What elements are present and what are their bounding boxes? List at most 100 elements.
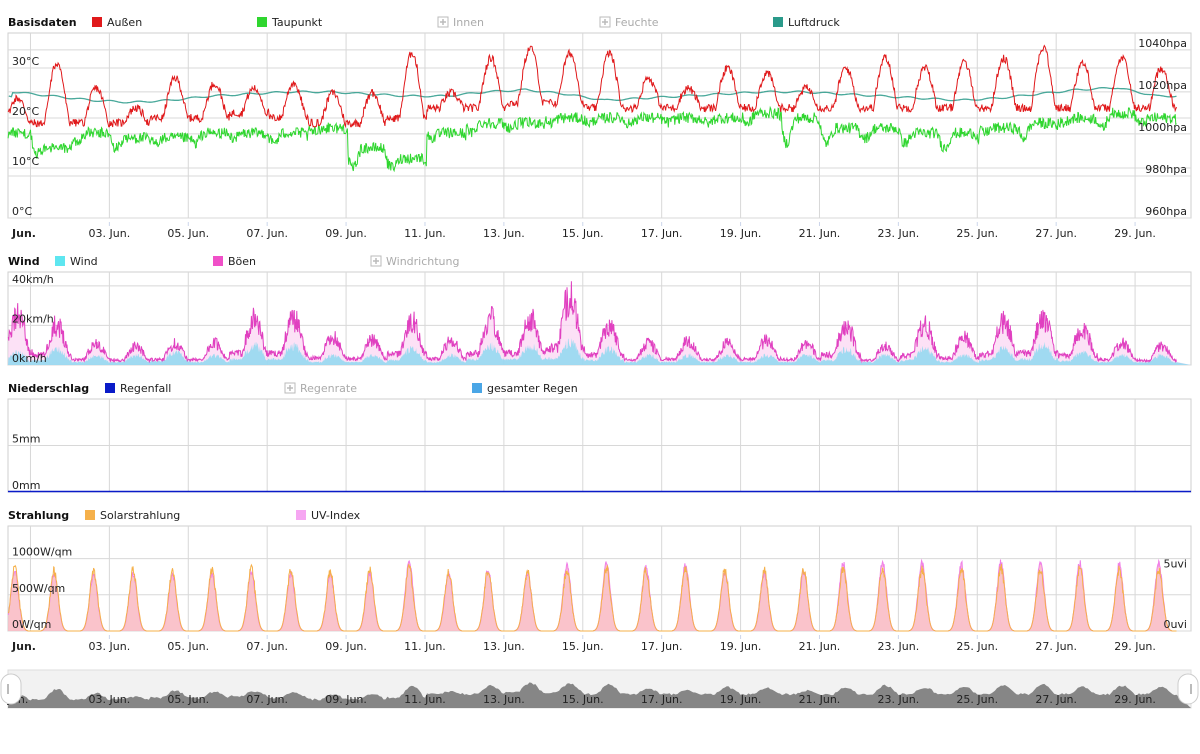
b-en-swatch — [213, 256, 223, 266]
strahlung-y-left-axis: 1000W/qm 500W/qm 0W/qm — [12, 546, 72, 631]
legend-item-uv-index[interactable]: UV-Index — [296, 509, 361, 522]
navigator-left-handle-body[interactable] — [0, 673, 22, 705]
solarstrahlung-swatch — [85, 510, 95, 520]
au-en-swatch — [92, 17, 102, 27]
strahlung-series — [7, 558, 1191, 632]
taupunkt-line — [7, 105, 1177, 173]
uv-index-swatch — [296, 510, 306, 520]
legend-item-luftdruck[interactable]: Luftdruck — [773, 16, 840, 29]
navigator-x-tick: 09. Jun. — [325, 693, 367, 706]
navigator-x-tick: 17. Jun. — [641, 693, 683, 706]
wind-area — [8, 338, 1191, 365]
legend-item-windrichtung[interactable]: Windrichtung — [370, 255, 459, 268]
x-tick: 27. Jun. — [1035, 640, 1077, 653]
feuchte-label: Feuchte — [615, 16, 659, 29]
wind-series — [7, 281, 1191, 365]
y-left-tick: 10°C — [12, 155, 39, 168]
navigator-right-handle-body[interactable] — [1177, 673, 1199, 705]
x-tick: 03. Jun. — [89, 227, 131, 240]
y-right-tick: 980hpa — [1145, 163, 1187, 176]
windrichtung-plus-icon — [373, 258, 379, 264]
x-tick: 13. Jun. — [483, 640, 525, 653]
taupunkt-swatch — [257, 17, 267, 27]
luftdruck-line — [8, 86, 1177, 104]
legend-item-feuchte[interactable]: Feuchte — [599, 16, 659, 29]
legend-item-au-en[interactable]: Außen — [92, 16, 142, 29]
navigator-x-tick: 19. Jun. — [720, 693, 762, 706]
taupunkt-label: Taupunkt — [271, 16, 323, 29]
x-tick: 15. Jun. — [562, 227, 604, 240]
navigator-x-tick: 13. Jun. — [483, 693, 525, 706]
gesamter-regen-swatch — [472, 383, 482, 393]
legend-item-solarstrahlung[interactable]: Solarstrahlung — [85, 509, 180, 522]
x-tick: Jun. — [11, 227, 36, 240]
windrichtung-label: Windrichtung — [386, 255, 459, 268]
x-tick: 13. Jun. — [483, 227, 525, 240]
y-left-tick: 20°C — [12, 105, 39, 118]
navigator-right-handle[interactable] — [1177, 673, 1199, 705]
x-tick: 21. Jun. — [799, 227, 841, 240]
luftdruck-label: Luftdruck — [788, 16, 840, 29]
wind-y-left-axis: 40km/h 20km/h 0km/h — [12, 273, 54, 365]
y-left-tick: 0mm — [12, 479, 40, 492]
strahlung-x-axis: Jun. 03. Jun. 05. Jun. 07. Jun. 09. Jun. 11. … — [11, 635, 1156, 653]
basisdaten-grid — [8, 33, 1191, 219]
legend-item-b-en[interactable]: Böen — [213, 255, 256, 268]
regenrate-plus-icon — [287, 385, 293, 391]
navigator-x-tick: 29. Jun. — [1114, 693, 1156, 706]
innen-label: Innen — [453, 16, 484, 29]
x-tick: 23. Jun. — [878, 227, 920, 240]
navigator-x-tick: 21. Jun. — [799, 693, 841, 706]
basisdaten-legend: Außen Taupunkt Innen Feuchte Luftdruck — [92, 16, 840, 29]
uv-index-label: UV-Index — [311, 509, 361, 522]
navigator[interactable]: Jun.03. Jun.05. Jun.07. Jun.09. Jun.11. … — [0, 669, 1199, 709]
x-tick: 29. Jun. — [1114, 227, 1156, 240]
x-tick: 21. Jun. — [799, 640, 841, 653]
navigator-area — [8, 682, 1191, 708]
basisdaten-panel: Basisdaten Außen Taupunkt Innen Feuchte Luft… — [7, 16, 1192, 240]
y-left-tick: 30°C — [12, 55, 39, 68]
legend-item-innen[interactable]: Innen — [437, 16, 484, 29]
y-left-tick: 0°C — [12, 205, 32, 218]
x-tick: 05. Jun. — [167, 227, 209, 240]
legend-item-regenrate[interactable]: Regenrate — [284, 382, 357, 395]
y-left-tick: 20km/h — [12, 312, 54, 325]
basisdaten-series — [7, 44, 1177, 173]
boeen-area — [8, 281, 1191, 365]
y-left-tick: 1000W/qm — [12, 546, 72, 559]
regenrate-label: Regenrate — [300, 382, 357, 395]
y-left-tick: 0km/h — [12, 352, 47, 365]
x-tick: 29. Jun. — [1114, 640, 1156, 653]
x-tick: 05. Jun. — [167, 640, 209, 653]
navigator-series — [8, 682, 1191, 708]
navigator-x-tick: 25. Jun. — [956, 693, 998, 706]
navigator-x-tick: 15. Jun. — [562, 693, 604, 706]
au-en-label: Außen — [107, 16, 142, 29]
navigator-x-tick: 27. Jun. — [1035, 693, 1077, 706]
basisdaten-x-axis: Jun. 03. Jun. 05. Jun. 07. Jun. 09. Jun. 11. … — [11, 222, 1156, 240]
niederschlag-y-left-axis: 5mm 0mm — [12, 433, 40, 493]
solarstrahlung-line — [7, 563, 1177, 632]
legend-item-regenfall[interactable]: Regenfall — [105, 382, 171, 395]
wind-swatch — [55, 256, 65, 266]
navigator-left-handle[interactable] — [0, 673, 22, 705]
strahlung-legend: Solarstrahlung UV-Index — [85, 509, 361, 522]
strahlung-y-right-axis: 5uvi 0uvi — [1163, 558, 1187, 631]
x-tick: 25. Jun. — [956, 640, 998, 653]
legend-item-taupunkt[interactable]: Taupunkt — [257, 16, 323, 29]
innen-plus-icon — [440, 19, 446, 25]
legend-item-gesamter-regen[interactable]: gesamter Regen — [472, 382, 578, 395]
y-left-tick: 40km/h — [12, 273, 54, 286]
niederschlag-panel: Niederschlag Regenfall Regenrate gesamter … — [7, 382, 1192, 493]
basisdaten-y-left-axis: 30°C 20°C 10°C 0°C — [12, 55, 39, 218]
legend-item-wind[interactable]: Wind — [55, 255, 98, 268]
x-tick: 15. Jun. — [562, 640, 604, 653]
basisdaten-title: Basisdaten — [8, 16, 77, 29]
navigator-x-axis: Jun.03. Jun.05. Jun.07. Jun.09. Jun.11. … — [7, 693, 1156, 706]
x-tick: 09. Jun. — [325, 640, 367, 653]
regenfall-swatch — [105, 383, 115, 393]
luftdruck-swatch — [773, 17, 783, 27]
x-tick: 07. Jun. — [246, 227, 288, 240]
x-tick: 11. Jun. — [404, 227, 446, 240]
